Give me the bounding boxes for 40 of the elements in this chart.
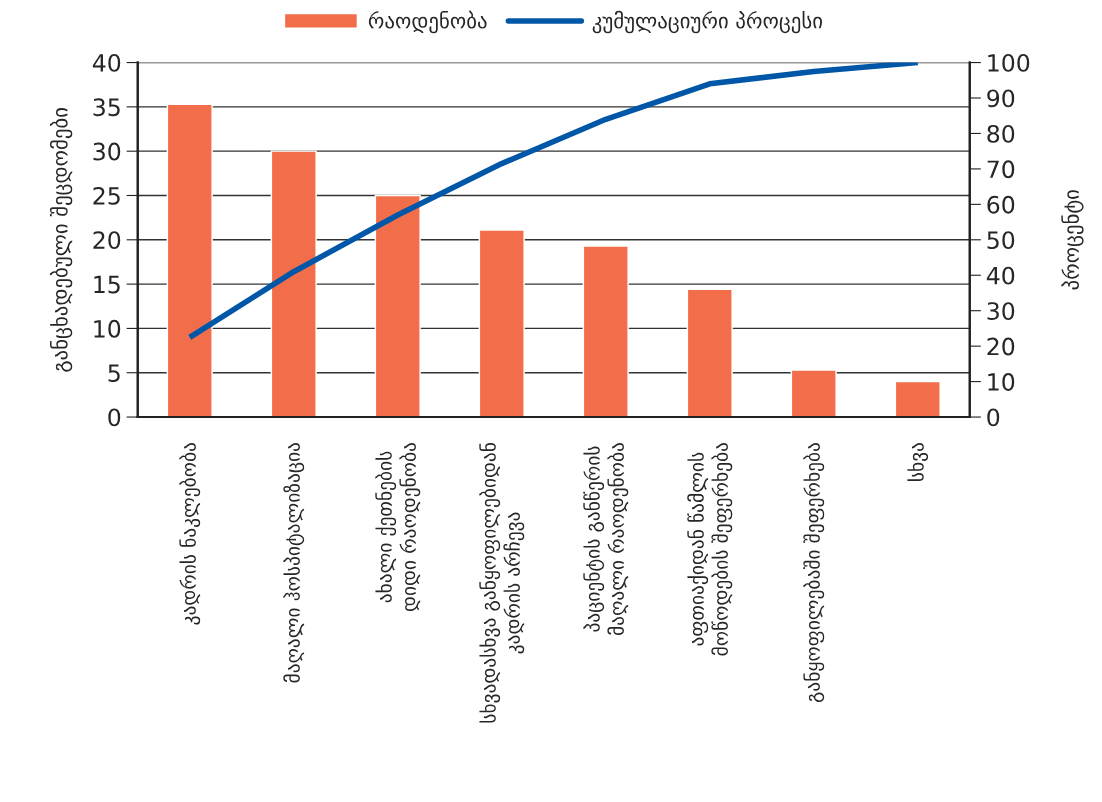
y-tick-label: 20 <box>93 231 121 250</box>
bar <box>374 194 421 418</box>
y-tick-label: 15 <box>94 275 120 294</box>
y-tick-label: 0 <box>108 408 121 427</box>
x-tick-label: მაღალი ჰოსპიტალიზაცია <box>283 443 305 683</box>
y2-tick-label: 20 <box>987 337 1015 356</box>
legend-label: რაოდენობა <box>368 10 487 34</box>
bar <box>686 288 733 418</box>
y2-tick-label: 10 <box>988 373 1015 391</box>
y2-tick-label: 90 <box>987 89 1015 108</box>
y2-tick-label: 30 <box>987 302 1015 320</box>
y2-tick-label: 60 <box>987 195 1015 214</box>
x-tick-label: ახალი ქეთნების დიდი რაოდენობა <box>375 442 421 611</box>
y-tick-label: 35 <box>93 98 120 117</box>
y2-tick-label: 80 <box>987 124 1015 143</box>
bar <box>582 245 629 418</box>
legend-label: კუმულაციური პროცესი <box>592 10 823 34</box>
bar <box>478 229 525 418</box>
y-axis-title: განცხადებული შეცდომები <box>49 108 73 372</box>
y2-tick-label: 100 <box>988 54 1030 72</box>
y2-tick-label: 50 <box>987 231 1015 250</box>
y-tick-label: 10 <box>94 319 121 338</box>
y-tick-label: 40 <box>92 54 121 72</box>
y2-tick-label: 70 <box>987 160 1015 179</box>
y2-axis-title: პროცენტი <box>1061 190 1084 290</box>
x-tick-label: კადრის ნაკლებობა <box>179 443 201 625</box>
y2-tick-label: 0 <box>987 408 1000 427</box>
y-tick-label: 30 <box>93 142 121 161</box>
bar <box>790 369 837 418</box>
bar <box>270 150 317 418</box>
bar <box>166 103 213 418</box>
y2-tick-label: 40 <box>986 266 1015 285</box>
y-tick-label: 25 <box>93 186 120 205</box>
x-tick-label: სხვა <box>907 442 929 481</box>
x-tick-label: პაციენტის განწერის მაღალი რაოდენობა <box>583 442 629 636</box>
y-tick-label: 5 <box>108 364 120 383</box>
x-tick-label: განყოფილებაში შეფერხება <box>803 443 825 703</box>
x-tick-label: აფთიაქიდან წამლის მოწოდების შეფერხება <box>687 442 733 656</box>
x-tick-label: სხვადასხვა განყოფილებიდან კადრის არჩევა <box>479 443 525 723</box>
bar <box>894 380 941 418</box>
